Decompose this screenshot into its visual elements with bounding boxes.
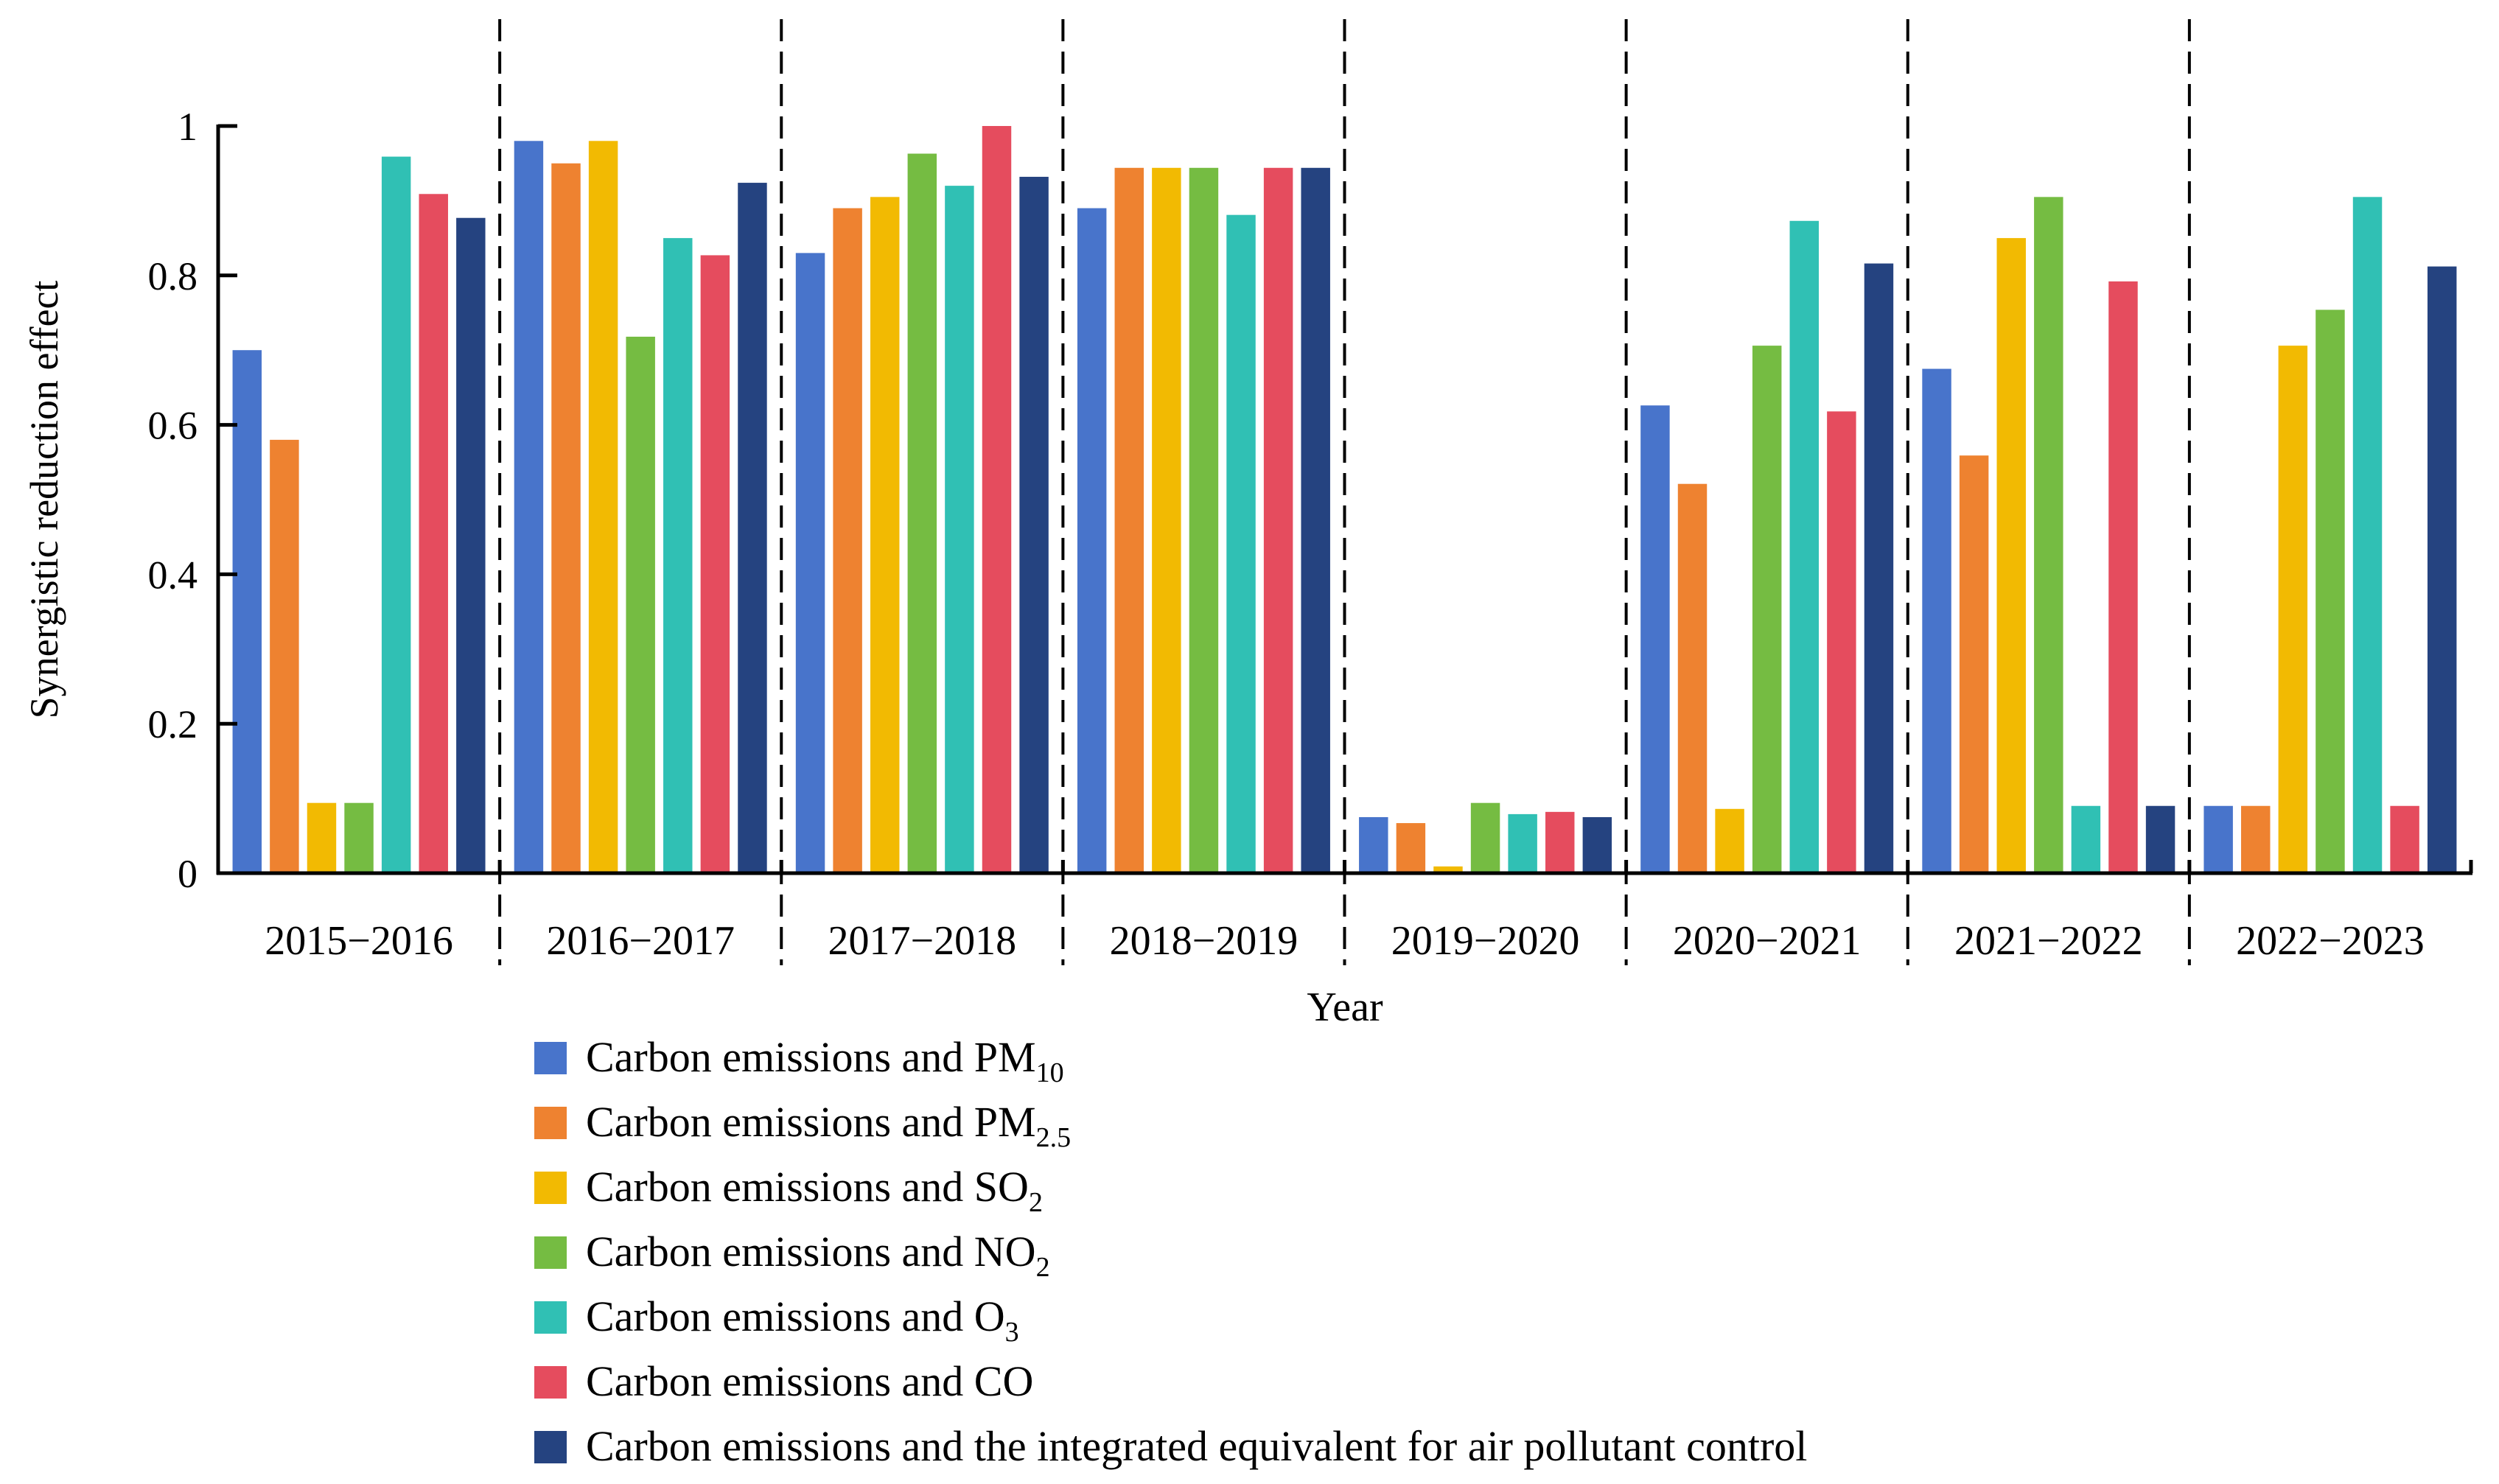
x-axis-title: Year: [1307, 984, 1383, 1030]
y-tick-label: 0.6: [148, 404, 198, 448]
legend-item: Carbon emissions and SO2: [534, 1163, 1043, 1218]
bar: [1640, 405, 1670, 873]
y-tick-label: 0.8: [148, 254, 198, 298]
bar: [2071, 805, 2101, 873]
bar: [1152, 167, 1181, 873]
bar: [663, 238, 693, 874]
bar: [1263, 167, 1293, 873]
legend-label: Carbon emissions and PM2.5: [586, 1098, 1071, 1153]
x-tick-label: 2016−2017: [546, 918, 735, 964]
bar: [344, 802, 374, 873]
axes: 2015−2016 2016−2017 2017−2018 2018−2019 2019…: [148, 105, 2473, 964]
bar: [1433, 866, 1463, 873]
bar: [1959, 455, 1989, 873]
bar: [514, 141, 544, 873]
bar: [1470, 802, 1500, 873]
bar: [1077, 208, 1107, 873]
bar: [1922, 368, 1951, 873]
legend-item: Carbon emissions and CO: [534, 1357, 1033, 1405]
bar: [2315, 309, 2345, 874]
bar: [945, 186, 974, 873]
legend-label: Carbon emissions and the integrated equi…: [586, 1422, 1807, 1470]
x-tick-label: 2021−2022: [1954, 918, 2143, 964]
legend-swatch: [534, 1172, 567, 1204]
bar: [2278, 346, 2308, 874]
bar: [381, 156, 411, 874]
bar: [2352, 197, 2383, 874]
legend-label: Carbon emissions and O3: [586, 1292, 1019, 1348]
y-tick-label: 0.4: [148, 553, 198, 597]
bar: [2034, 197, 2063, 874]
bar: [1752, 346, 1782, 874]
y-tick-label: 0.2: [148, 702, 198, 746]
legend-swatch: [534, 1236, 567, 1269]
bar: [982, 126, 1012, 873]
x-tick-label: 2019−2020: [1391, 918, 1580, 964]
bar: [1582, 816, 1612, 873]
bar: [700, 255, 730, 873]
y-tick-label: 1: [178, 105, 198, 149]
bar: [551, 163, 581, 873]
bar: [1677, 483, 1708, 873]
bar: [588, 141, 618, 873]
bar: [2108, 281, 2138, 873]
bar: [833, 208, 862, 873]
x-tick-label: 2020−2021: [1673, 918, 1862, 964]
x-tick-label: 2018−2019: [1110, 918, 1299, 964]
bar: [1996, 238, 2026, 874]
legend-label: Carbon emissions and CO: [586, 1357, 1033, 1405]
legend: Carbon emissions and PM10 Carbon emission…: [534, 1033, 1807, 1470]
y-axis-title: Synergistic reduction effect: [22, 281, 66, 719]
bar: [1789, 220, 1820, 873]
group-separators: [498, 19, 2191, 965]
legend-item: Carbon emissions and PM10: [534, 1033, 1064, 1088]
bar: [2427, 266, 2457, 874]
bar: [456, 217, 486, 873]
legend-swatch: [534, 1431, 567, 1463]
bar: [907, 153, 937, 873]
bar: [307, 802, 337, 873]
legend-item: Carbon emissions and O3: [534, 1292, 1019, 1348]
bar: [232, 350, 262, 873]
legend-label: Carbon emissions and NO2: [586, 1228, 1050, 1283]
bar: [1864, 263, 1894, 873]
bar: [1396, 823, 1426, 873]
bar: [1226, 214, 1256, 873]
bar: [795, 253, 825, 873]
bars-layer: [232, 126, 2457, 874]
bar: [1189, 167, 1219, 873]
legend-swatch: [534, 1107, 567, 1139]
bar: [2145, 805, 2175, 873]
bar: [270, 439, 299, 873]
x-tick-label: 2017−2018: [828, 918, 1017, 964]
bar: [2390, 805, 2419, 873]
bar: [870, 197, 900, 874]
bar: [738, 183, 767, 874]
bar: [1019, 176, 1049, 873]
legend-swatch: [534, 1366, 567, 1399]
bar: [419, 194, 448, 873]
bar: [626, 336, 655, 873]
bar: [1545, 811, 1575, 873]
legend-label: Carbon emissions and PM10: [586, 1033, 1064, 1088]
bar: [1827, 411, 1856, 873]
x-tick-label: 2015−2016: [265, 918, 453, 964]
bar: [1114, 167, 1144, 873]
legend-item: Carbon emissions and NO2: [534, 1228, 1050, 1283]
x-tick-label: 2022−2023: [2236, 918, 2425, 964]
bar: [2241, 805, 2271, 873]
legend-label: Carbon emissions and SO2: [586, 1163, 1043, 1218]
legend-item: Carbon emissions and PM2.5: [534, 1098, 1071, 1153]
bar: [1301, 167, 1330, 873]
legend-swatch: [534, 1301, 567, 1334]
legend-item: Carbon emissions and the integrated equi…: [534, 1422, 1807, 1470]
bar: [1715, 808, 1744, 873]
y-tick-label: 0: [178, 852, 198, 896]
legend-swatch: [534, 1042, 567, 1074]
bar: [1508, 813, 1537, 873]
bar: [1359, 816, 1388, 873]
bar: [2203, 805, 2233, 873]
